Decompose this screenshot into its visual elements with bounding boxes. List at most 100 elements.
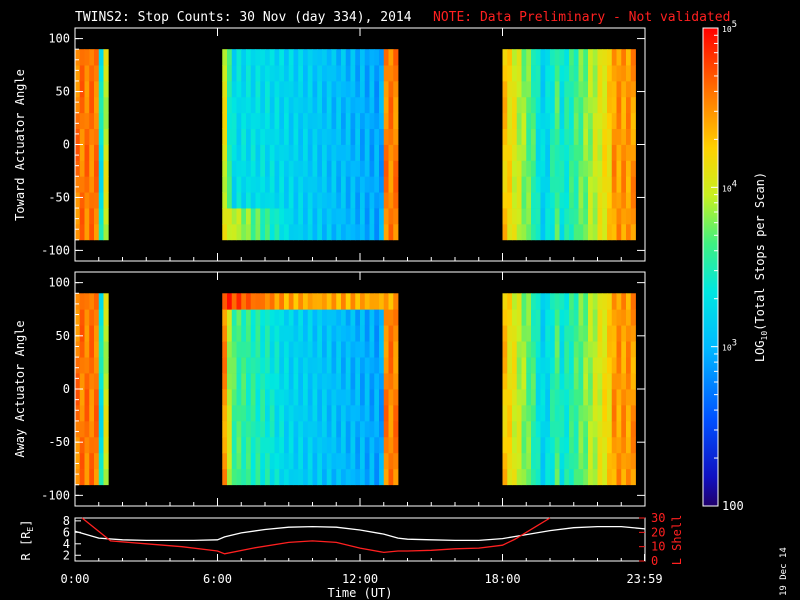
heatmap-cell xyxy=(326,420,332,438)
heatmap-cell xyxy=(94,65,100,82)
heatmap-cell xyxy=(621,144,627,161)
heatmap-cell xyxy=(103,293,109,310)
heatmap-cell xyxy=(312,309,318,326)
heatmap-cell xyxy=(75,341,81,358)
heatmap-cell xyxy=(516,404,522,422)
heatmap-cell xyxy=(364,420,370,438)
heatmap-cell xyxy=(298,404,304,422)
heatmap-cell xyxy=(540,96,546,114)
heatmap-cell xyxy=(369,325,375,342)
heatmap-cell xyxy=(393,160,399,177)
heatmap-cell xyxy=(250,404,256,422)
heatmap-cell xyxy=(222,65,228,82)
heatmap-cell xyxy=(89,176,95,193)
heatmap-cell xyxy=(274,373,280,390)
heatmap-cell xyxy=(84,341,90,358)
time-tick-label: 0:00 xyxy=(61,572,90,586)
heatmap-cell xyxy=(322,208,328,225)
heatmap-cell xyxy=(516,80,522,98)
heatmap-cell xyxy=(246,468,252,486)
heatmap-cell xyxy=(298,192,304,209)
y-tick-label: -50 xyxy=(48,435,70,449)
heatmap-cell xyxy=(602,293,608,310)
heatmap-cell xyxy=(626,452,632,470)
heatmap-cell xyxy=(94,468,100,486)
heatmap-cell xyxy=(288,357,294,374)
heatmap-cell xyxy=(279,420,285,438)
heatmap-cell xyxy=(250,96,256,114)
heatmap-cell xyxy=(616,208,622,225)
heatmap-cell xyxy=(222,325,228,342)
heatmap-cell xyxy=(288,144,294,161)
heatmap-cell xyxy=(526,112,532,130)
heatmap-cell xyxy=(626,223,632,241)
heatmap-cell xyxy=(241,309,247,326)
heatmap-cell xyxy=(79,96,85,114)
heatmap-cell xyxy=(364,341,370,358)
heatmap-cell xyxy=(535,373,541,390)
heatmap-cell xyxy=(592,373,598,390)
heatmap-cell xyxy=(303,192,309,209)
heatmap-cell xyxy=(602,208,608,225)
heatmap-cell xyxy=(540,468,546,486)
heatmap-cell xyxy=(592,65,598,82)
heatmap-cell xyxy=(526,223,532,241)
heatmap-cell xyxy=(626,128,632,145)
heatmap-cell xyxy=(331,128,337,145)
heatmap-cell xyxy=(545,65,551,82)
heatmap-cell xyxy=(103,208,109,225)
heatmap-cell xyxy=(393,49,399,66)
heatmap-cell xyxy=(231,160,237,177)
heatmap-cell xyxy=(307,176,313,193)
heatmap-cell xyxy=(369,144,375,161)
heatmap-cell xyxy=(227,436,233,454)
heatmap-cell xyxy=(89,144,95,161)
heatmap-cell xyxy=(265,112,271,130)
heatmap-cell xyxy=(236,404,242,422)
heatmap-cell xyxy=(512,176,518,193)
heatmap-cell xyxy=(512,65,518,82)
heatmap-cell xyxy=(293,80,299,98)
heatmap-cell xyxy=(341,49,347,66)
heatmap-cell xyxy=(564,420,570,438)
heatmap-cell xyxy=(564,223,570,241)
heatmap-cell xyxy=(288,373,294,390)
heatmap-cell xyxy=(260,357,266,374)
heatmap-cell xyxy=(331,160,337,177)
heatmap-cell xyxy=(284,144,290,161)
heatmap-cell xyxy=(312,404,318,422)
heatmap-cell xyxy=(345,176,351,193)
heatmap-cell xyxy=(611,144,617,161)
heatmap-cell xyxy=(540,293,546,310)
heatmap-cell xyxy=(588,341,594,358)
heatmap-cell xyxy=(564,128,570,145)
heatmap-cell xyxy=(103,404,109,422)
heatmap-cell xyxy=(345,389,351,406)
heatmap-cell xyxy=(222,112,228,130)
heatmap-cell xyxy=(98,176,104,193)
heatmap-cell xyxy=(326,452,332,470)
heatmap-cell xyxy=(360,436,366,454)
heatmap-cell xyxy=(583,357,589,374)
heatmap-cell xyxy=(626,357,632,374)
heatmap-cell xyxy=(89,80,95,98)
heatmap-cell xyxy=(350,65,356,82)
heatmap-cell xyxy=(265,208,271,225)
heatmap-cell xyxy=(611,49,617,66)
heatmap-cell xyxy=(317,468,323,486)
heatmap-cell xyxy=(322,96,328,114)
heatmap-cell xyxy=(374,128,380,145)
heatmap-cell xyxy=(255,112,261,130)
heatmap-cell xyxy=(545,389,551,406)
heatmap-cell xyxy=(222,128,228,145)
radius-axis-label: R [RE] xyxy=(19,520,35,561)
heatmap-cell xyxy=(89,223,95,241)
heatmap-cell xyxy=(535,176,541,193)
heatmap-cell xyxy=(554,404,560,422)
heatmap-cell xyxy=(554,96,560,114)
heatmap-cell xyxy=(288,49,294,66)
heatmap-cell xyxy=(611,160,617,177)
heatmap-cell xyxy=(312,325,318,342)
heatmap-cell xyxy=(322,325,328,342)
heatmap-cell xyxy=(84,452,90,470)
